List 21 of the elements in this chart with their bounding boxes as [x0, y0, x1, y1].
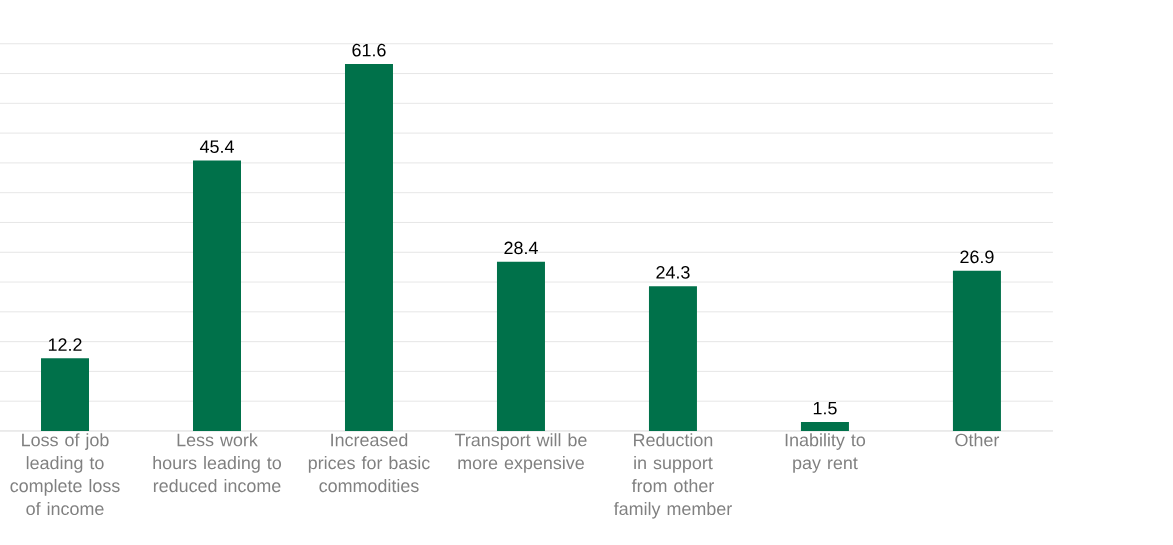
bar — [344, 64, 393, 431]
data-label: 1.5 — [813, 402, 837, 415]
x-tick-label: Reduction in support from other family member — [613, 433, 732, 519]
x-tick-label: Inability to pay rent — [785, 433, 866, 473]
data-label: 28.4 — [504, 241, 538, 255]
x-tick-label: Transport will be more expensive — [454, 433, 587, 473]
data-label: 12.2 — [48, 338, 82, 351]
bar — [648, 286, 697, 431]
x-tick-label: Loss of job leading to complete loss of income — [10, 433, 120, 516]
bar — [952, 270, 1001, 431]
bar — [800, 422, 849, 431]
data-label: 24.3 — [656, 266, 690, 279]
bar — [193, 160, 241, 431]
data-label: 26.9 — [960, 250, 994, 264]
x-tick-label: Increased prices for basic commodities — [308, 433, 430, 493]
bar — [496, 261, 545, 431]
x-tick-label: Less work hours leading to reduced income — [153, 433, 282, 493]
data-label: 61.6 — [352, 43, 386, 57]
bar — [41, 358, 90, 431]
data-label: 45.4 — [199, 140, 234, 154]
x-tick-label: Other — [955, 433, 1000, 447]
